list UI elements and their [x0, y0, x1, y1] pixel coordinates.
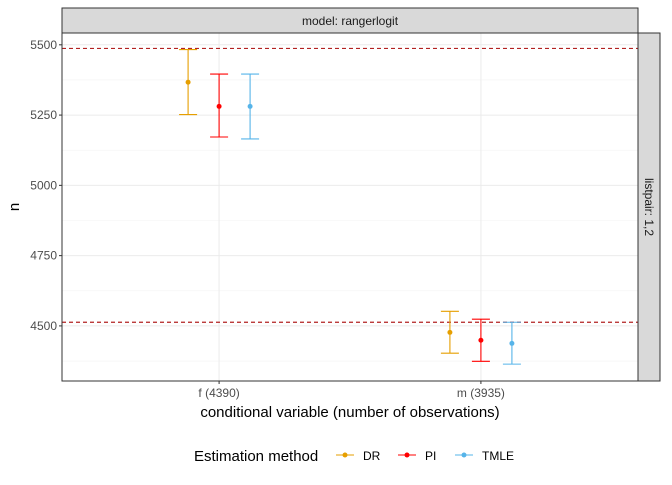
legend-key-point	[342, 452, 348, 458]
marks	[179, 49, 521, 365]
y-axis-title: n	[6, 203, 23, 211]
legend-label-PI: PI	[425, 449, 436, 463]
point-DR	[185, 79, 191, 85]
y-tick-label: 5500	[30, 38, 57, 52]
facet-right-label: listpair: 1,2	[642, 178, 656, 236]
x-axis: f (4390) m (3935)	[198, 381, 505, 400]
legend-key-point	[461, 452, 467, 458]
point-PI	[478, 337, 484, 343]
legend: Estimation method DR PI TMLE	[194, 448, 514, 465]
y-tick-label: 5000	[30, 178, 57, 192]
gridlines	[62, 33, 638, 381]
x-tick-label: f (4390)	[198, 386, 239, 400]
x-tick-label: m (3935)	[457, 386, 505, 400]
reference-lines	[62, 47, 638, 323]
point-DR	[447, 329, 453, 335]
y-tick-label: 4500	[30, 319, 57, 333]
point-TMLE	[247, 103, 253, 109]
legend-label-DR: DR	[363, 449, 381, 463]
point-PI	[216, 103, 222, 109]
legend-title: Estimation method	[194, 448, 318, 465]
panel-border	[61, 32, 639, 382]
legend-label-TMLE: TMLE	[482, 449, 514, 463]
legend-key-point	[404, 452, 410, 458]
y-axis: 4500 4750 5000 5250 5500	[30, 38, 62, 333]
x-axis-title: conditional variable (number of observat…	[200, 404, 499, 421]
strip-top	[61, 7, 639, 34]
point-TMLE	[509, 340, 515, 346]
y-tick-label: 4750	[30, 249, 57, 263]
y-tick-label: 5250	[30, 108, 57, 122]
facet-top-label: model: rangerlogit	[302, 14, 399, 28]
